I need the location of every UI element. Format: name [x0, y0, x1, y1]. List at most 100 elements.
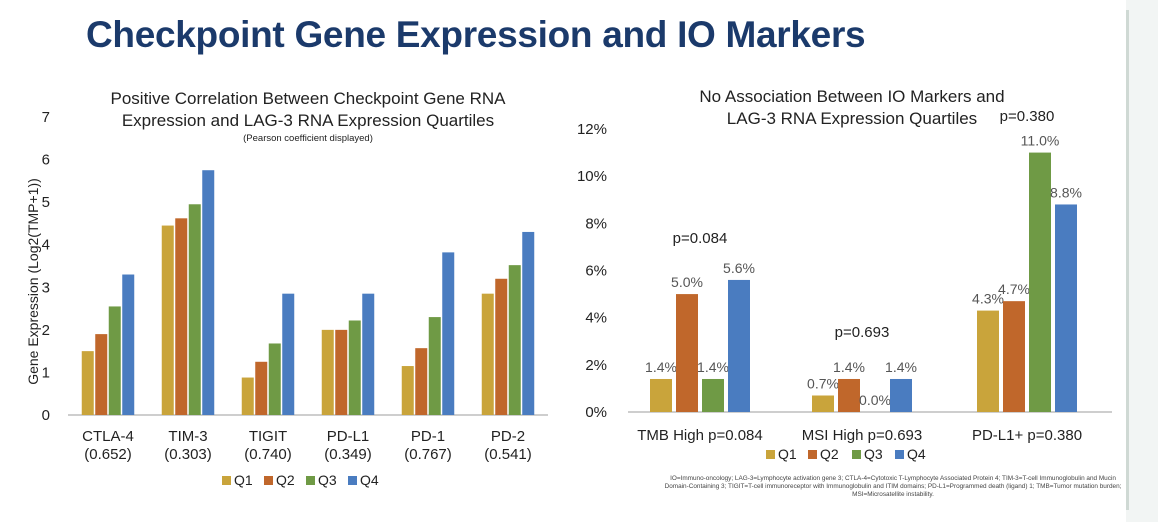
p-value-annotation: p=0.380	[1000, 108, 1055, 125]
legend-label: Q3	[864, 446, 883, 462]
bar-q4-ctla-4	[122, 274, 135, 415]
p-value-annotation: p=0.693	[835, 324, 890, 341]
y-tick-label: 1	[42, 364, 50, 381]
bar-q4-pd-2	[522, 231, 535, 415]
data-label: 5.0%	[671, 274, 703, 290]
bar-q1-tim-3	[161, 225, 174, 415]
x-category-label: CTLA-4	[82, 428, 134, 445]
bar-q1-2	[977, 310, 999, 412]
y-tick-label: 2	[42, 322, 50, 339]
x-category-label: PD-L1+ p=0.380	[972, 427, 1082, 444]
bar-q3-pd-2	[508, 265, 521, 415]
y-tick-label: 6	[42, 152, 50, 169]
y-tick-label: 2%	[585, 357, 607, 374]
y-tick-label: 12%	[577, 121, 607, 138]
y-tick-label: 4%	[585, 310, 607, 327]
edge-line	[1126, 10, 1129, 510]
data-label: 1.4%	[885, 359, 917, 375]
data-label: 11.0%	[1021, 133, 1060, 149]
legend-swatch-q1	[766, 450, 775, 459]
bar-q1-pd-1	[401, 366, 414, 415]
p-value-annotation: p=0.084	[673, 230, 728, 247]
bar-q1-1	[812, 395, 834, 412]
legend-label: Q2	[820, 446, 839, 462]
x-category-label: TIM-3	[168, 428, 207, 445]
bar-q4-1	[890, 378, 912, 412]
bar-q1-pd-2	[481, 293, 494, 415]
data-label: 1.4%	[833, 359, 865, 375]
x-category-note: (0.303)	[164, 446, 212, 463]
bar-q2-pd-l1	[335, 329, 348, 415]
bar-q1-tigit	[241, 377, 254, 415]
legend-swatch-q3	[306, 476, 315, 485]
legend-swatch-q1	[222, 476, 231, 485]
bar-q4-tim-3	[202, 170, 215, 415]
data-label: 8.8%	[1050, 184, 1082, 200]
bar-q3-2	[1029, 152, 1051, 413]
bar-q1-0	[650, 378, 672, 412]
footnote: IO=Immuno-oncology; LAG-3=Lymphocyte act…	[664, 475, 1122, 499]
data-label: 5.6%	[723, 260, 755, 276]
data-label: 0.0%	[859, 392, 891, 408]
y-tick-label: 0%	[585, 404, 607, 421]
bar-q2-pd-1	[415, 348, 428, 415]
x-category-note: (0.652)	[84, 446, 132, 463]
legend-swatch-q3	[852, 450, 861, 459]
legend-label: Q4	[360, 472, 379, 488]
slide-edge	[1126, 0, 1158, 522]
bar-q3-tigit	[268, 343, 281, 415]
data-label: 4.7%	[998, 281, 1030, 297]
bar-q3-tim-3	[188, 204, 201, 415]
data-label: 1.4%	[645, 359, 677, 375]
y-tick-label: 10%	[577, 168, 607, 185]
x-category-note: (0.349)	[324, 446, 372, 463]
bar-q2-tigit	[255, 361, 268, 415]
y-tick-label: 6%	[585, 263, 607, 280]
bar-q2-pd-2	[495, 278, 508, 415]
y-tick-label: 3	[42, 279, 50, 296]
bar-q2-1	[838, 378, 860, 412]
x-category-note: (0.740)	[244, 446, 292, 463]
x-category-label: PD-2	[491, 428, 525, 445]
bar-q3-0	[702, 378, 724, 412]
chart-title-line: Positive Correlation Between Checkpoint …	[111, 89, 507, 108]
bar-q2-0	[676, 294, 698, 412]
legend-swatch-q2	[808, 450, 817, 459]
data-label: 1.4%	[697, 359, 729, 375]
bar-q3-ctla-4	[108, 306, 121, 415]
legend-label: Q1	[778, 446, 797, 462]
bar-q4-0	[728, 279, 750, 412]
y-tick-label: 4	[42, 237, 50, 254]
x-category-label: TMB High p=0.084	[637, 427, 763, 444]
x-category-label: PD-1	[411, 428, 445, 445]
data-label: 4.3%	[972, 291, 1004, 307]
y-tick-label: 5	[42, 194, 50, 211]
y-tick-label: 8%	[585, 215, 607, 232]
x-category-note: (0.767)	[404, 446, 452, 463]
legend-swatch-q4	[895, 450, 904, 459]
x-category-note: (0.541)	[484, 446, 532, 463]
bar-q4-tigit	[282, 293, 295, 415]
data-label: 0.7%	[807, 375, 839, 391]
bar-q2-2	[1003, 301, 1025, 412]
bar-q4-pd-l1	[362, 293, 375, 415]
bar-q4-pd-1	[442, 252, 455, 415]
bar-q2-ctla-4	[95, 334, 108, 415]
x-category-label: PD-L1	[327, 428, 370, 445]
bar-q1-pd-l1	[321, 329, 334, 415]
checkpoint-expression-chart: Positive Correlation Between Checkpoint …	[25, 89, 548, 488]
chart-title-line: Expression and LAG-3 RNA Expression Quar…	[122, 111, 494, 130]
bar-q3-pd-1	[428, 317, 441, 415]
y-axis-label: Gene Expression (Log2(TMP+1))	[25, 178, 41, 385]
legend-label: Q2	[276, 472, 295, 488]
legend-label: Q4	[907, 446, 926, 462]
legend-label: Q3	[318, 472, 337, 488]
chart-subtitle: (Pearson coefficient displayed)	[243, 133, 373, 144]
x-category-label: MSI High p=0.693	[802, 427, 923, 444]
bar-q1-ctla-4	[81, 351, 94, 415]
y-tick-label: 7	[42, 109, 50, 126]
bar-q2-tim-3	[175, 218, 188, 415]
chart-title-line: No Association Between IO Markers and	[699, 87, 1004, 106]
